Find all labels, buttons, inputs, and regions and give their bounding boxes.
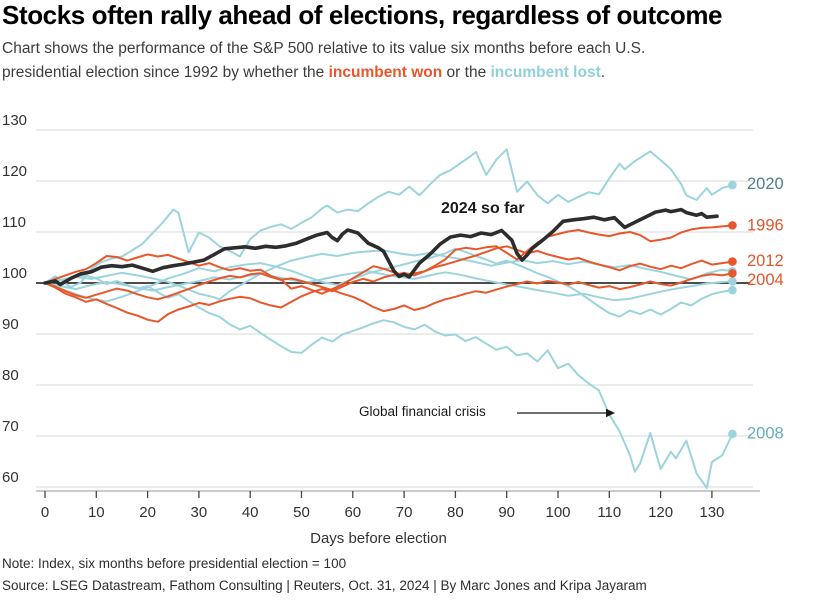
x-tick-label: 10 xyxy=(88,504,105,521)
subtitle-line2-mid: or the xyxy=(442,64,491,81)
series-line-2024 xyxy=(43,207,719,287)
end-dot-1992 xyxy=(728,277,737,286)
incumbent-won-highlight: incumbent won xyxy=(328,64,443,81)
series-line-2012 xyxy=(44,245,734,323)
x-tick-label: 90 xyxy=(498,504,515,521)
end-dot-2000 xyxy=(728,285,737,295)
x-tick-label: 130 xyxy=(699,504,724,521)
x-tick-label: 100 xyxy=(545,504,570,521)
y-tick-label: 110 xyxy=(2,214,26,231)
series-line-1996 xyxy=(44,224,734,295)
series-label-2004: 2004 xyxy=(747,271,784,289)
x-tick-label: 110 xyxy=(597,504,621,521)
end-dot-1996 xyxy=(728,221,737,230)
end-dot-2020 xyxy=(728,180,737,190)
y-tick-label: 130 xyxy=(2,112,27,129)
series-label-1996: 1996 xyxy=(747,216,784,234)
annotation-global-financial-crisis: Global financial crisis xyxy=(359,404,486,419)
y-tick-label: 60 xyxy=(2,469,19,486)
end-dot-2004 xyxy=(728,269,737,278)
x-tick-label: 60 xyxy=(344,504,361,521)
y-tick-label: 80 xyxy=(2,367,19,384)
x-tick-label: 20 xyxy=(139,504,156,521)
chart-subtitle: Chart shows the performance of the S&P 5… xyxy=(2,37,782,85)
y-tick-label: 70 xyxy=(2,418,19,435)
series-line-2008 xyxy=(44,274,734,489)
end-dot-2008 xyxy=(728,429,737,439)
x-tick-label: 120 xyxy=(648,504,673,521)
x-tick-label: 0 xyxy=(41,504,49,521)
page-title: Stocks often rally ahead of elections, r… xyxy=(2,0,723,30)
subtitle-line1: Chart shows the performance of the S&P 5… xyxy=(2,40,646,57)
y-tick-label: 90 xyxy=(2,316,19,333)
source-text: Source: LSEG Datastream, Fathom Consulti… xyxy=(2,578,647,593)
x-tick-label: 70 xyxy=(396,504,413,521)
x-tick-label: 50 xyxy=(293,504,310,521)
end-dot-2012 xyxy=(728,257,737,266)
series-label-2012: 2012 xyxy=(747,252,784,270)
annotation-2024-so-far: 2024 so far xyxy=(441,200,525,217)
note-text: Note: Index, six months before president… xyxy=(2,556,347,571)
x-axis-title: Days before election xyxy=(310,530,447,547)
series-label-2020: 2020 xyxy=(747,175,784,193)
x-tick-label: 80 xyxy=(447,504,464,521)
series-label-2008: 2008 xyxy=(747,424,784,442)
series-line-2004 xyxy=(44,272,734,313)
series-line-2020 xyxy=(44,148,734,289)
incumbent-lost-highlight: incumbent lost xyxy=(490,64,601,81)
subtitle-line2-prefix: presidential election since 1992 by whet… xyxy=(2,64,329,81)
x-tick-label: 40 xyxy=(242,504,259,521)
subtitle-period: . xyxy=(600,64,606,81)
y-tick-label: 100 xyxy=(2,265,27,282)
y-tick-label: 120 xyxy=(2,163,27,180)
x-tick-label: 30 xyxy=(191,504,208,521)
gfc-arrow-head xyxy=(606,408,615,418)
